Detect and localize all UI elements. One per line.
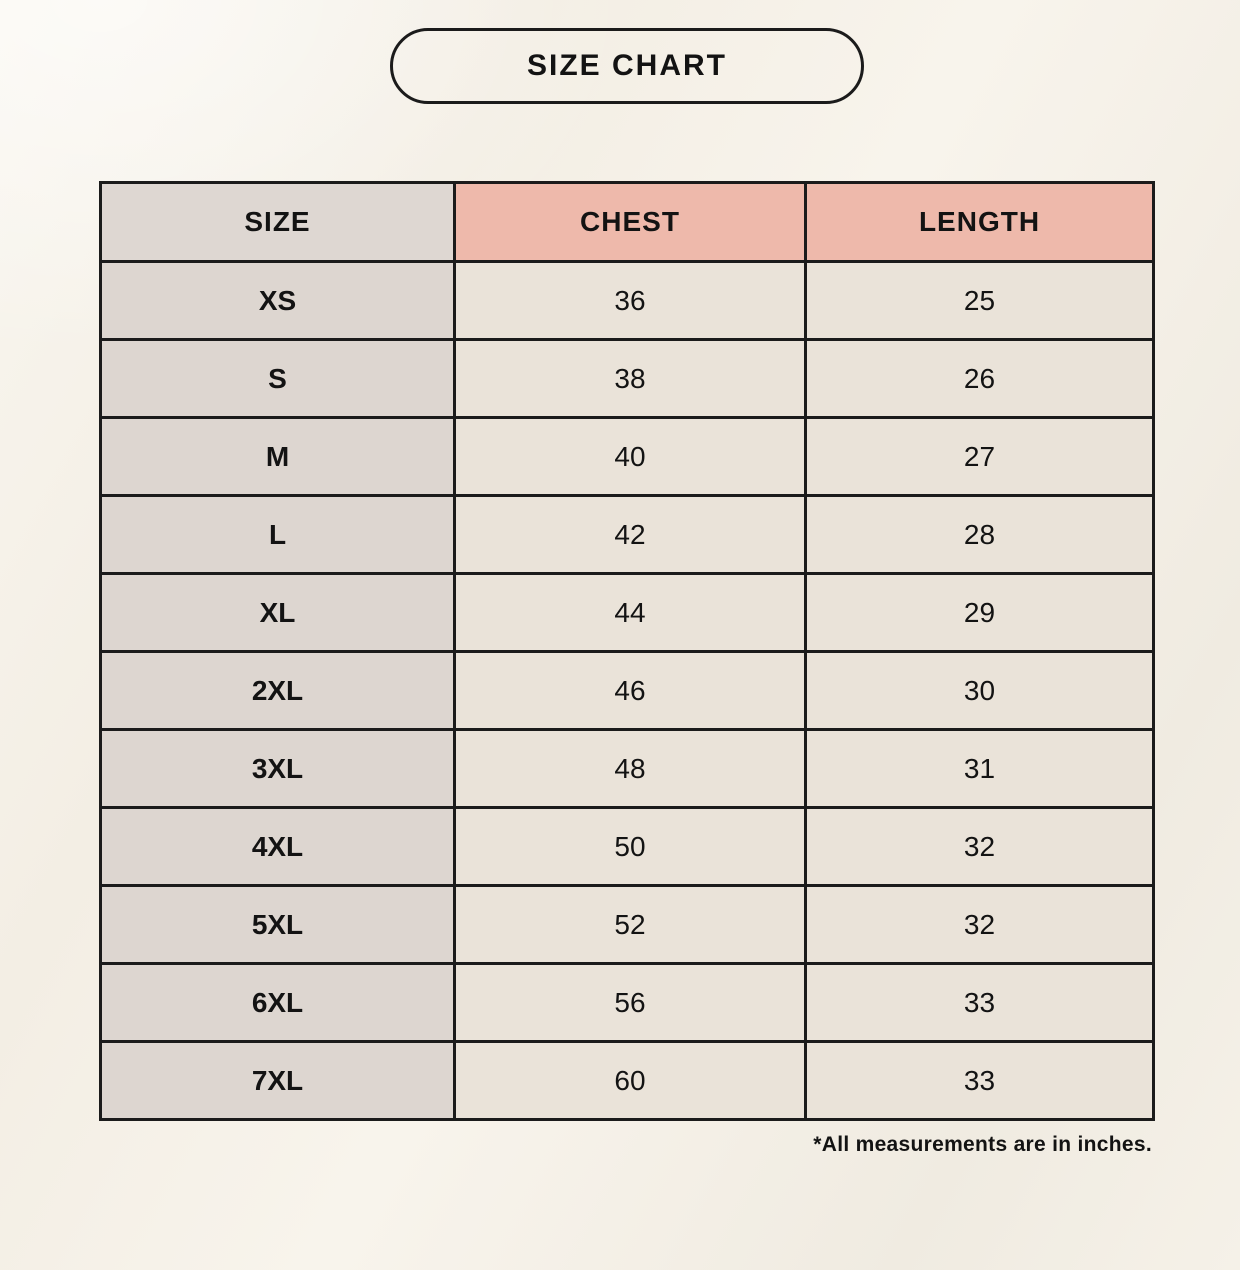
size-chart-table: SIZE CHEST LENGTH XS 36 25 S 38 26 M 40 … [99, 181, 1155, 1121]
chest-cell: 60 [453, 1040, 807, 1121]
size-cell: 5XL [99, 884, 456, 965]
length-cell: 28 [804, 494, 1155, 575]
size-cell: M [99, 416, 456, 497]
chest-cell: 50 [453, 806, 807, 887]
header-row: SIZE CHEST LENGTH [99, 181, 1155, 263]
length-cell: 33 [804, 962, 1155, 1043]
size-chart-title: SIZE CHART [527, 49, 727, 82]
table-row: 5XL 52 32 [99, 884, 1155, 965]
size-cell: 2XL [99, 650, 456, 731]
size-cell: XS [99, 260, 456, 341]
length-cell: 25 [804, 260, 1155, 341]
length-cell: 29 [804, 572, 1155, 653]
length-cell: 32 [804, 806, 1155, 887]
chest-cell: 44 [453, 572, 807, 653]
table-row: XS 36 25 [99, 260, 1155, 341]
table-row: 4XL 50 32 [99, 806, 1155, 887]
chest-cell: 40 [453, 416, 807, 497]
measurements-footnote: *All measurements are in inches. [813, 1133, 1152, 1156]
size-cell: S [99, 338, 456, 419]
table-row: 2XL 46 30 [99, 650, 1155, 731]
length-cell: 33 [804, 1040, 1155, 1121]
table-row: S 38 26 [99, 338, 1155, 419]
table-row: 3XL 48 31 [99, 728, 1155, 809]
chest-cell: 36 [453, 260, 807, 341]
size-cell: 4XL [99, 806, 456, 887]
chest-cell: 38 [453, 338, 807, 419]
column-header-length: LENGTH [804, 181, 1155, 263]
size-cell: 7XL [99, 1040, 456, 1121]
chest-cell: 46 [453, 650, 807, 731]
chest-cell: 48 [453, 728, 807, 809]
size-cell: 3XL [99, 728, 456, 809]
size-cell: XL [99, 572, 456, 653]
table-row: 6XL 56 33 [99, 962, 1155, 1043]
size-cell: 6XL [99, 962, 456, 1043]
table-row: XL 44 29 [99, 572, 1155, 653]
chest-cell: 56 [453, 962, 807, 1043]
length-cell: 26 [804, 338, 1155, 419]
column-header-size: SIZE [99, 181, 456, 263]
chest-cell: 52 [453, 884, 807, 965]
table-row: 7XL 60 33 [99, 1040, 1155, 1121]
length-cell: 27 [804, 416, 1155, 497]
length-cell: 31 [804, 728, 1155, 809]
length-cell: 32 [804, 884, 1155, 965]
column-header-chest: CHEST [453, 181, 807, 263]
size-chart-title-pill: SIZE CHART [390, 28, 864, 104]
size-cell: L [99, 494, 456, 575]
chest-cell: 42 [453, 494, 807, 575]
table-row: L 42 28 [99, 494, 1155, 575]
table-row: M 40 27 [99, 416, 1155, 497]
length-cell: 30 [804, 650, 1155, 731]
